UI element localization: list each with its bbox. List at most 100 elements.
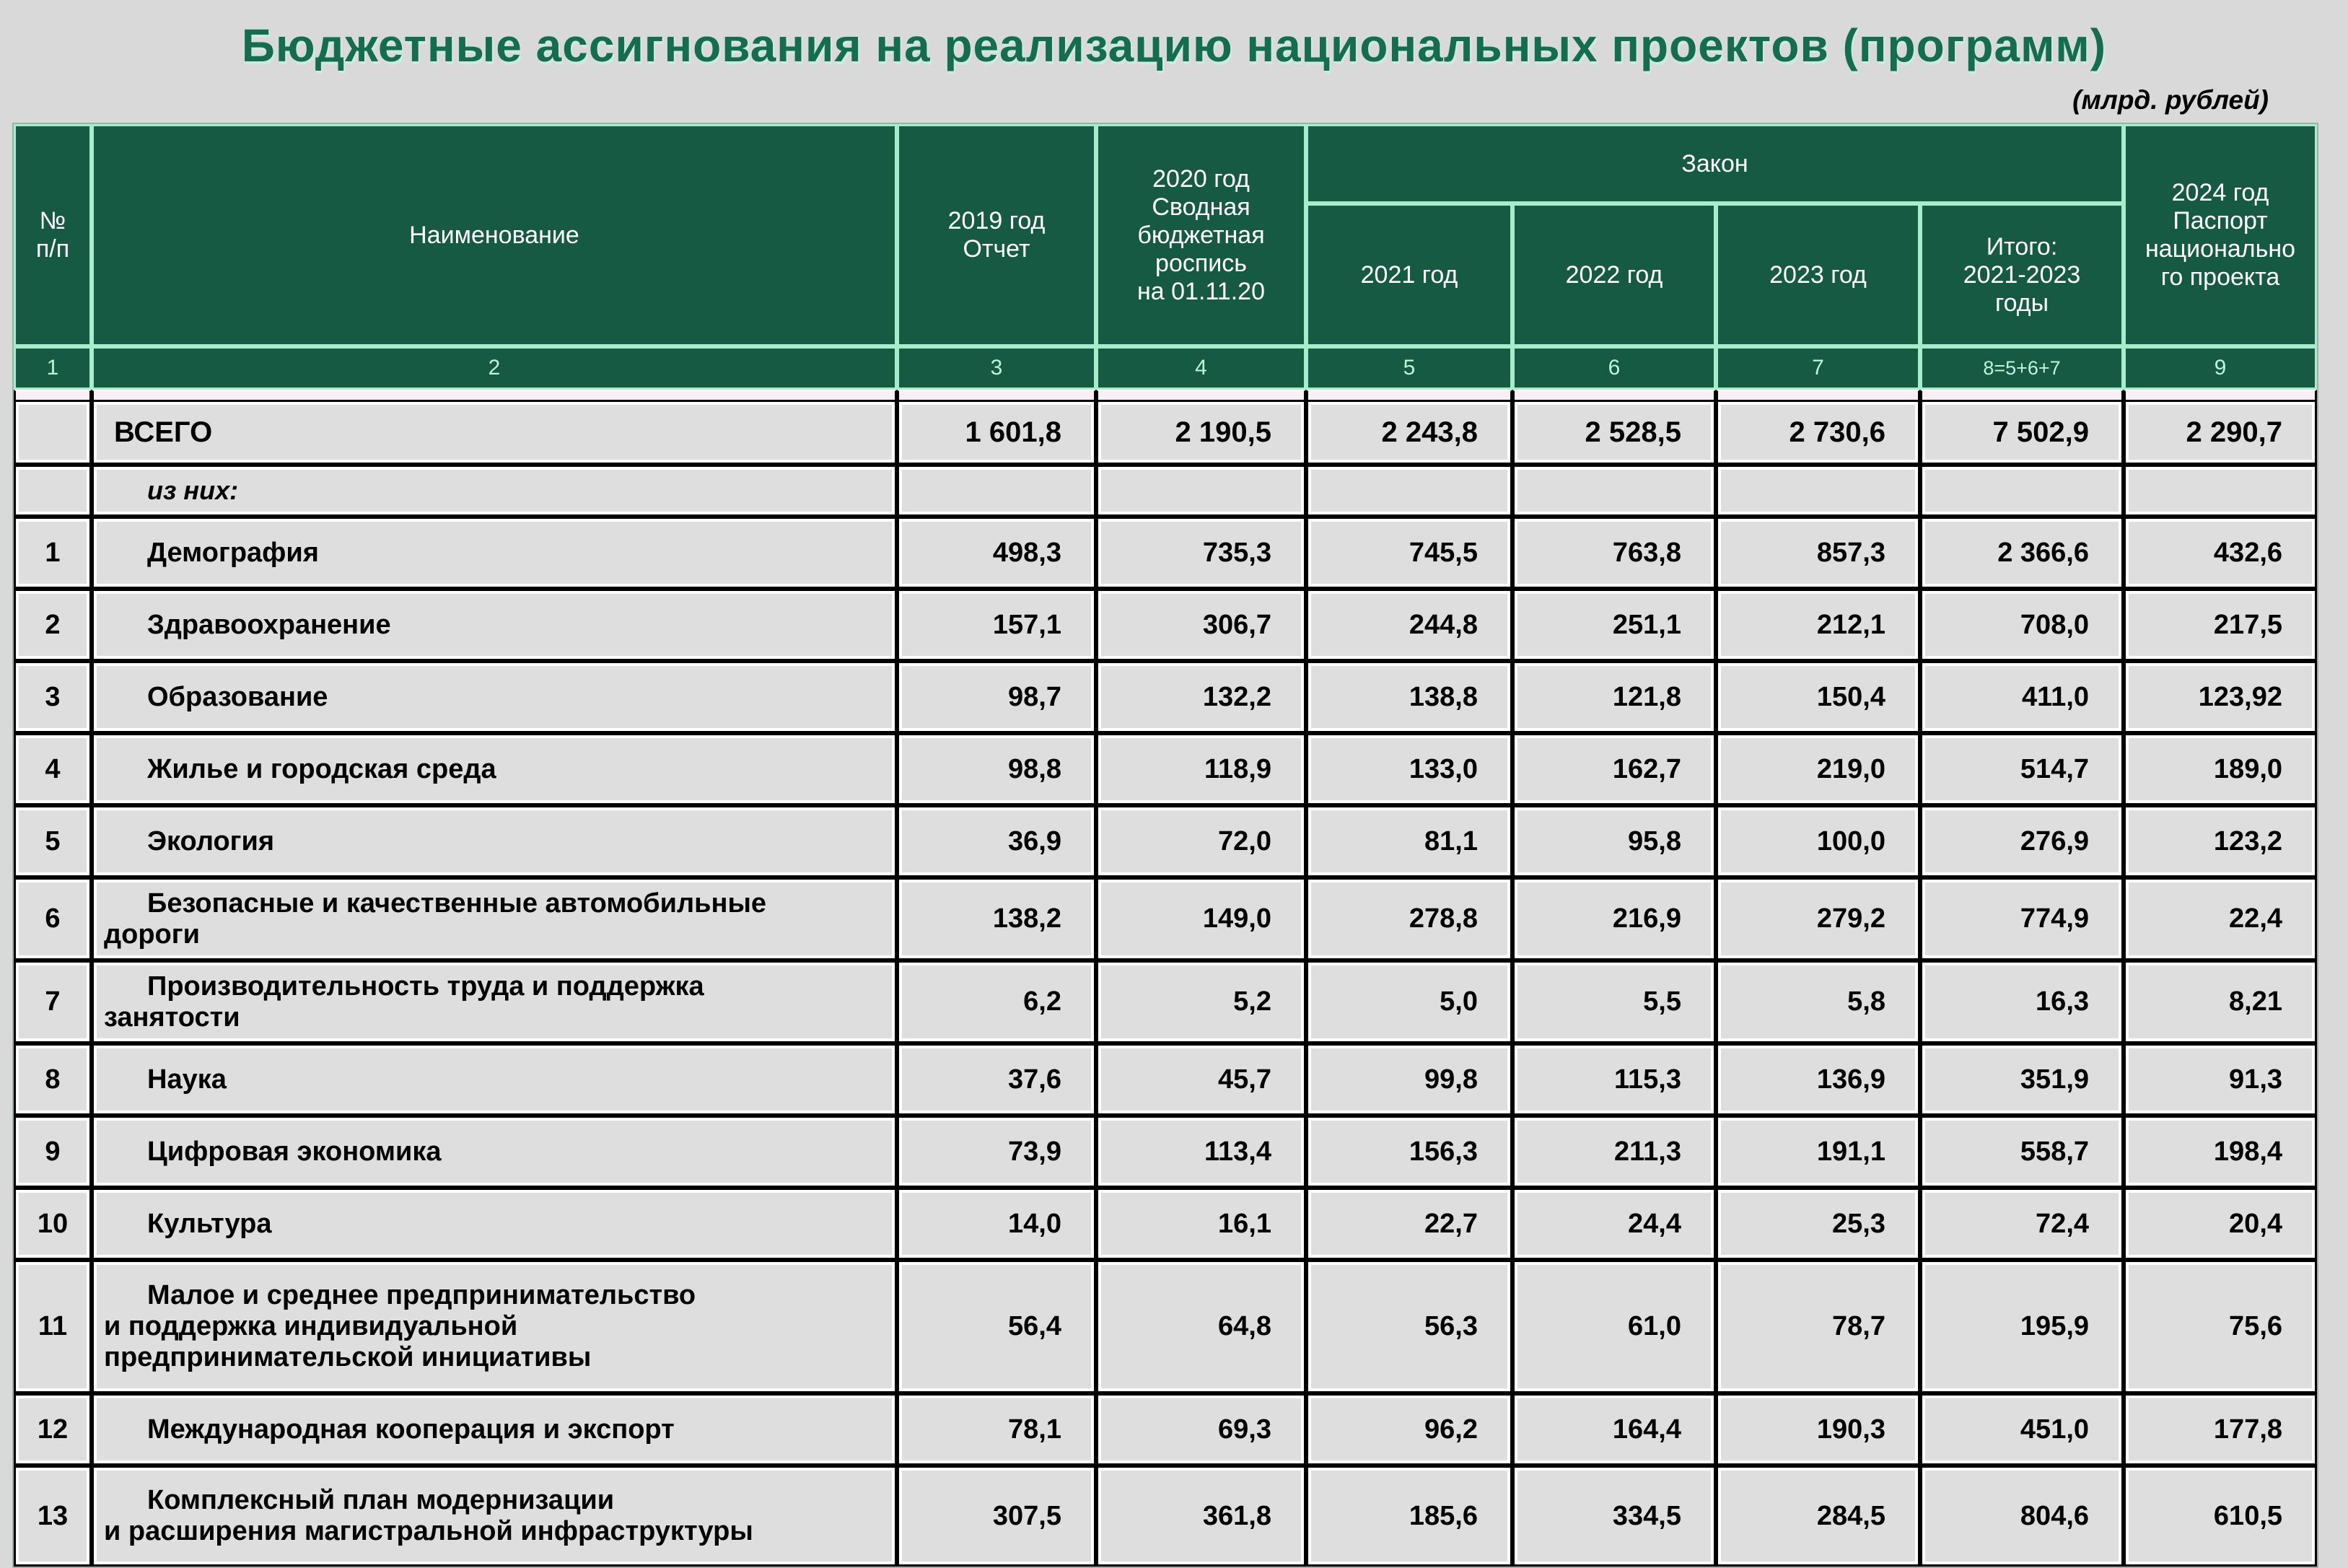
value-cell: 451,0 [1920, 1393, 2124, 1466]
header-col-num: № п/п [14, 124, 92, 346]
value-cell: 708,0 [1920, 589, 2124, 661]
column-index-4: 4 [1096, 346, 1306, 390]
project-name: Цифровая экономика [92, 1116, 897, 1188]
row-number [14, 465, 92, 517]
project-name: из них: [92, 465, 897, 517]
value-cell: 306,7 [1096, 589, 1306, 661]
value-cell: 115,3 [1512, 1043, 1716, 1116]
row-number: 3 [14, 661, 92, 733]
table-row: 3 Образование 98,7 132,2 138,8 121,8 150,4 411,… [14, 661, 2318, 733]
table-row: 9 Цифровая экономика 73,9 113,4 156,3 211,3 19… [14, 1116, 2318, 1188]
value-cell: 5,5 [1512, 960, 1716, 1043]
project-name: Здравоохранение [92, 589, 897, 661]
table-row: 7 Производительность труда и поддержка за… [14, 960, 2318, 1043]
header-col-2024: 2024 год Паспорт национально го проекта [2124, 124, 2318, 346]
value-cell: 56,4 [897, 1260, 1096, 1393]
value-cell: 22,4 [2124, 877, 2318, 960]
value-cell: 133,0 [1306, 733, 1512, 805]
value-cell: 1 601,8 [897, 400, 1096, 465]
value-cell: 98,8 [897, 733, 1096, 805]
project-name: Малое и среднее предпринимательство и по… [92, 1260, 897, 1393]
separator-cell [1716, 390, 1920, 400]
value-cell: 157,1 [897, 589, 1096, 661]
table-row: из них: [14, 465, 2318, 517]
value-cell: 177,8 [2124, 1393, 2318, 1466]
table-row: 1 Демография 498,3 735,3 745,5 763,8 857,3 2 36… [14, 517, 2318, 589]
value-cell: 16,1 [1096, 1188, 1306, 1260]
value-cell: 610,5 [2124, 1466, 2318, 1567]
separator-cell [1306, 390, 1512, 400]
column-index-7: 7 [1716, 346, 1920, 390]
table-row: 11 Малое и среднее предпринимательство и … [14, 1260, 2318, 1393]
value-cell: 284,5 [1716, 1466, 1920, 1567]
value-cell: 857,3 [1716, 517, 1920, 589]
value-cell [1920, 465, 2124, 517]
table-body: ВСЕГО 1 601,8 2 190,5 2 243,8 2 528,5 2 730,6… [14, 400, 2318, 1567]
value-cell: 189,0 [2124, 733, 2318, 805]
budget-table: № п/п Наименование 2019 год Отчет 2020 г… [12, 123, 2319, 1568]
value-cell: 2 190,5 [1096, 400, 1306, 465]
value-cell: 190,3 [1716, 1393, 1920, 1466]
value-cell: 123,2 [2124, 805, 2318, 877]
value-cell: 276,9 [1920, 805, 2124, 877]
value-cell: 36,9 [897, 805, 1096, 877]
value-cell: 2 366,6 [1920, 517, 2124, 589]
value-cell: 5,8 [1716, 960, 1920, 1043]
row-number: 5 [14, 805, 92, 877]
value-cell: 150,4 [1716, 661, 1920, 733]
value-cell: 5,2 [1096, 960, 1306, 1043]
column-index-6: 6 [1512, 346, 1716, 390]
project-name: Безопасные и качественные автомобильные … [92, 877, 897, 960]
project-name: Демография [92, 517, 897, 589]
value-cell: 351,9 [1920, 1043, 2124, 1116]
value-cell: 45,7 [1096, 1043, 1306, 1116]
column-index-2: 2 [92, 346, 897, 390]
value-cell: 14,0 [897, 1188, 1096, 1260]
value-cell: 307,5 [897, 1466, 1096, 1567]
table-row: 6 Безопасные и качественные автомобильные… [14, 877, 2318, 960]
row-number: 8 [14, 1043, 92, 1116]
value-cell: 98,7 [897, 661, 1096, 733]
header-col-2021: 2021 год [1306, 203, 1512, 346]
value-cell: 195,9 [1920, 1260, 2124, 1393]
row-number: 9 [14, 1116, 92, 1188]
project-name: Наука [92, 1043, 897, 1116]
value-cell: 198,4 [2124, 1116, 2318, 1188]
table-row: 2 Здравоохранение 157,1 306,7 244,8 251,1 212,… [14, 589, 2318, 661]
value-cell: 498,3 [897, 517, 1096, 589]
value-cell: 156,3 [1306, 1116, 1512, 1188]
value-cell [897, 465, 1096, 517]
value-cell: 212,1 [1716, 589, 1920, 661]
project-name: Производительность труда и поддержка зан… [92, 960, 897, 1043]
header-col-name: Наименование [92, 124, 897, 346]
value-cell [1512, 465, 1716, 517]
value-cell: 244,8 [1306, 589, 1512, 661]
column-index-1: 1 [14, 346, 92, 390]
value-cell: 56,3 [1306, 1260, 1512, 1393]
slide: Бюджетные ассигнования на реализацию нац… [0, 19, 2348, 1568]
header-col-2019: 2019 год Отчет [897, 124, 1096, 346]
value-cell: 91,3 [2124, 1043, 2318, 1116]
value-cell: 2 528,5 [1512, 400, 1716, 465]
value-cell: 514,7 [1920, 733, 2124, 805]
value-cell: 113,4 [1096, 1116, 1306, 1188]
table-row: 10 Культура 14,0 16,1 22,7 24,4 25,3 72,4 20,4 [14, 1188, 2318, 1260]
project-name: Международная кооперация и экспорт [92, 1393, 897, 1466]
value-cell: 73,9 [897, 1116, 1096, 1188]
value-cell: 64,8 [1096, 1260, 1306, 1393]
row-number: 10 [14, 1188, 92, 1260]
value-cell: 735,3 [1096, 517, 1306, 589]
table-row: 5 Экология 36,9 72,0 81,1 95,8 100,0 276,9 123,2 [14, 805, 2318, 877]
value-cell: 81,1 [1306, 805, 1512, 877]
row-number: 6 [14, 877, 92, 960]
separator-cell [1096, 390, 1306, 400]
value-cell: 138,8 [1306, 661, 1512, 733]
header-row-sub: 2021 год 2022 год 2023 год Итого: 2021-2… [14, 203, 2317, 346]
value-cell [2124, 465, 2318, 517]
column-index-5: 5 [1306, 346, 1512, 390]
row-number: 13 [14, 1466, 92, 1567]
value-cell: 72,4 [1920, 1188, 2124, 1260]
project-name: ВСЕГО [92, 400, 897, 465]
value-cell: 72,0 [1096, 805, 1306, 877]
value-cell [1306, 465, 1512, 517]
